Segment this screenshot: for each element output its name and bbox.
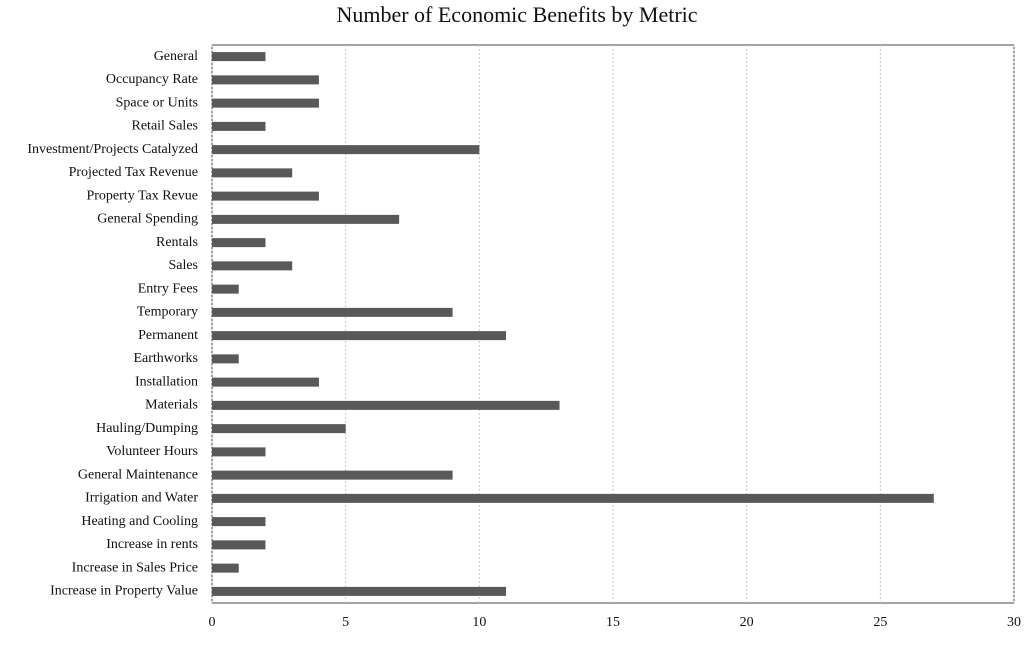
bar [212, 377, 319, 387]
bar [212, 284, 239, 294]
y-tick-label: Irrigation and Water [85, 491, 198, 506]
y-tick-label: Hauling/Dumping [96, 421, 198, 436]
y-tick-label: Increase in rents [106, 537, 198, 552]
y-tick-label: Sales [168, 258, 198, 273]
x-tick-label: 5 [342, 615, 349, 630]
x-tick-label: 15 [606, 615, 620, 630]
bar [212, 52, 266, 62]
x-tick-label: 10 [472, 615, 486, 630]
bar [212, 563, 239, 573]
x-tick-label: 25 [873, 615, 887, 630]
y-tick-label: Installation [135, 374, 198, 389]
y-tick-label: Materials [145, 398, 198, 413]
y-tick-label: Entry Fees [138, 281, 198, 296]
y-tick-label: Projected Tax Revenue [69, 165, 198, 180]
bar [212, 586, 507, 596]
bar [212, 493, 934, 503]
y-tick-label: Occupancy Rate [106, 72, 198, 87]
y-tick-label: Property Tax Revue [86, 188, 198, 203]
y-tick-label: General Maintenance [78, 467, 198, 482]
y-tick-label: Earthworks [133, 351, 198, 366]
y-tick-label: Rentals [156, 235, 198, 250]
plot-frame [211, 44, 1015, 604]
bar [212, 517, 266, 527]
bar [212, 168, 293, 178]
bar [212, 540, 266, 550]
y-tick-label: Permanent [138, 328, 198, 343]
bar [212, 261, 293, 271]
bar [212, 424, 346, 434]
y-tick-label: Heating and Cooling [81, 514, 198, 529]
y-tick-label: General [154, 49, 198, 64]
bar [212, 307, 453, 317]
bar [212, 214, 400, 224]
chart-title: Number of Economic Benefits by Metric [336, 2, 697, 27]
y-tick-label: Increase in Sales Price [72, 560, 198, 575]
y-tick-label: General Spending [97, 212, 198, 227]
y-tick-label: Temporary [137, 305, 198, 320]
bar [212, 447, 266, 457]
bar [212, 98, 319, 108]
y-tick-label: Investment/Projects Catalyzed [27, 142, 198, 157]
bar [212, 470, 453, 480]
y-tick-label: Space or Units [116, 95, 198, 110]
bar [212, 331, 507, 341]
y-tick-label: Volunteer Hours [106, 444, 198, 459]
bar [212, 121, 266, 131]
x-tick-label: 20 [740, 615, 754, 630]
bar [212, 400, 560, 410]
bar [212, 354, 239, 364]
bar [212, 75, 319, 85]
bar [212, 238, 266, 248]
bar [212, 145, 480, 155]
x-tick-label: 30 [1007, 615, 1021, 630]
y-tick-label: Increase in Property Value [50, 584, 198, 599]
x-tick-label: 0 [209, 615, 216, 630]
bar [212, 191, 319, 201]
y-tick-label: Retail Sales [132, 119, 199, 134]
